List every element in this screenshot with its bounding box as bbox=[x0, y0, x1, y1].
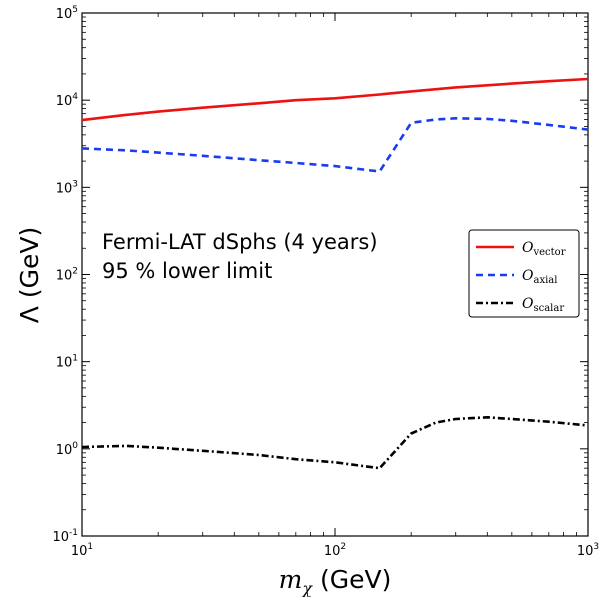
y-tick-label: 102 bbox=[56, 267, 78, 284]
y-tick-label: 100 bbox=[56, 441, 79, 458]
legend-label-vector: Ovector bbox=[522, 240, 566, 258]
annotation-line-1: Fermi-LAT dSphs (4 years) bbox=[102, 230, 378, 254]
tick-group bbox=[81, 12, 589, 537]
series-lines bbox=[81, 77, 589, 470]
x-tick-label: 103 bbox=[577, 542, 599, 559]
y-tick-label: 104 bbox=[56, 92, 79, 109]
series-line-scalar bbox=[81, 415, 589, 470]
legend-label-scalar: Oscalar bbox=[522, 296, 564, 314]
x-tick-label: 102 bbox=[324, 542, 346, 559]
x-tick-label: 101 bbox=[71, 542, 93, 559]
series-line-axial bbox=[81, 117, 589, 173]
x-axis-label: mχ (GeV) bbox=[279, 565, 392, 597]
legend-label-axial: Oaxial bbox=[522, 268, 557, 286]
legend-box bbox=[468, 229, 580, 318]
y-tick-label: 103 bbox=[56, 179, 78, 196]
y-axis-label: Λ (GeV) bbox=[15, 227, 44, 323]
y-tick-label: 10-1 bbox=[52, 528, 78, 545]
series-line-vector bbox=[81, 77, 589, 122]
tick-label-group: 101 102 103 10-1 100 101 102 103 104 105 bbox=[52, 5, 599, 559]
y-tick-label: 105 bbox=[56, 5, 78, 22]
annotation-line-2: 95 % lower limit bbox=[102, 259, 272, 283]
y-tick-label: 101 bbox=[56, 354, 78, 371]
legend-items: Ovector Oaxial Oscalar bbox=[476, 240, 566, 314]
legend: Ovector Oaxial Oscalar bbox=[468, 229, 580, 318]
